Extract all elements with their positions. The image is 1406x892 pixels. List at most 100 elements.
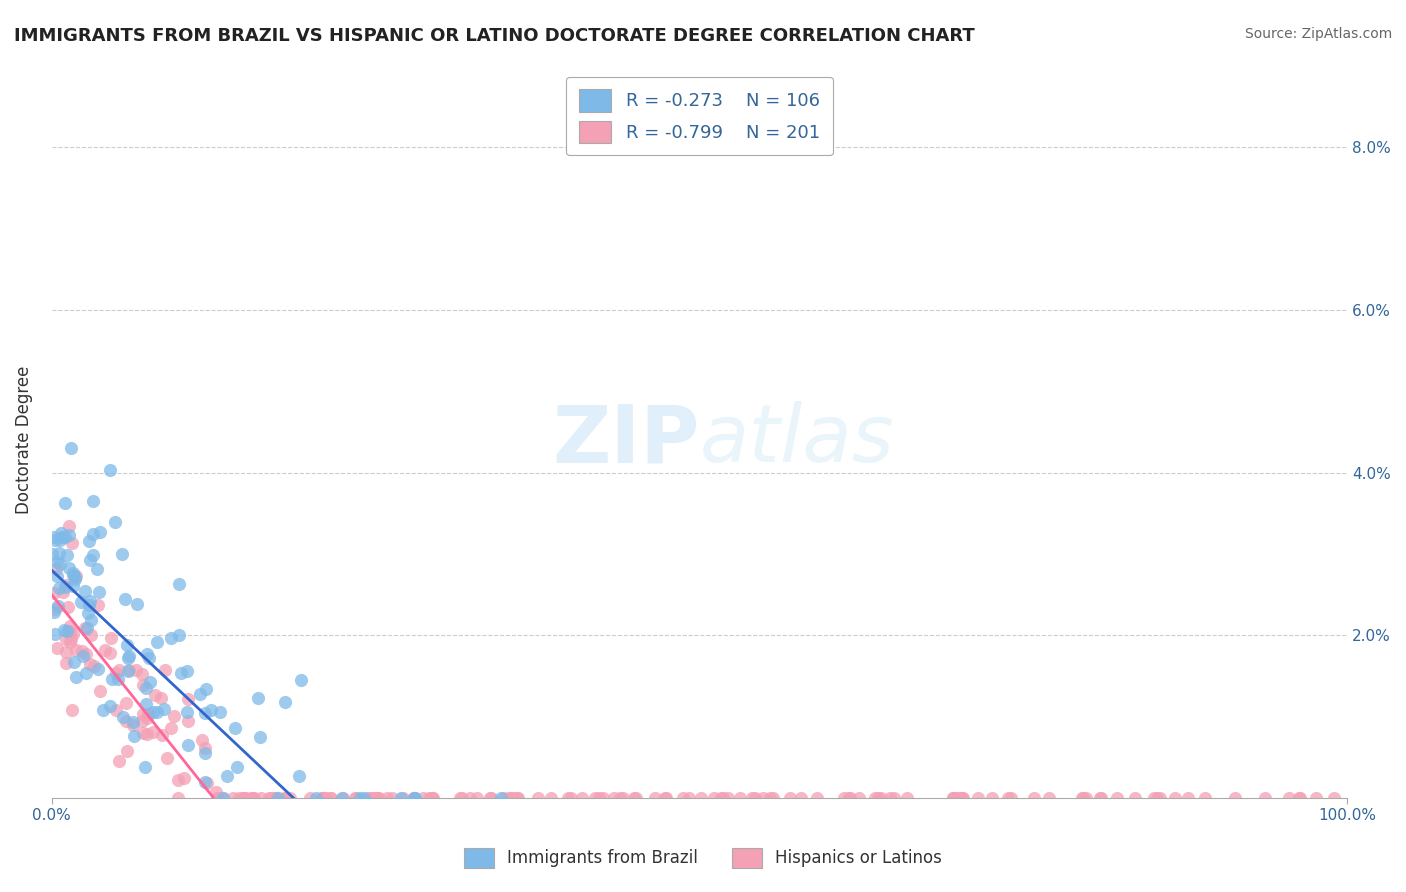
Point <box>264 791 287 805</box>
Point <box>207 791 229 805</box>
Point <box>76 621 98 635</box>
Point <box>111 547 134 561</box>
Point <box>381 791 404 805</box>
Point <box>274 695 297 709</box>
Point <box>257 791 280 805</box>
Point <box>135 697 157 711</box>
Point <box>48 533 70 548</box>
Point <box>131 714 153 728</box>
Point <box>449 791 471 805</box>
Point <box>1288 791 1310 805</box>
Point <box>672 791 695 805</box>
Point <box>623 791 645 805</box>
Point <box>319 791 342 805</box>
Point <box>312 791 335 805</box>
Point <box>260 791 283 805</box>
Point <box>837 791 859 805</box>
Point <box>142 725 165 739</box>
Point <box>312 791 335 805</box>
Point <box>45 569 67 583</box>
Point <box>612 791 634 805</box>
Point <box>391 791 413 805</box>
Point <box>115 744 138 758</box>
Point <box>896 791 918 805</box>
Point <box>690 791 713 805</box>
Point <box>943 791 966 805</box>
Point <box>655 791 678 805</box>
Point <box>58 561 80 575</box>
Point <box>79 657 101 671</box>
Point <box>52 585 75 599</box>
Point <box>1071 791 1094 805</box>
Point <box>194 741 217 756</box>
Point <box>176 664 198 678</box>
Point <box>53 496 76 510</box>
Point <box>311 791 333 805</box>
Point <box>952 791 974 805</box>
Point <box>79 594 101 608</box>
Point <box>866 791 889 805</box>
Point <box>240 791 263 805</box>
Point <box>759 791 782 805</box>
Point <box>246 691 269 706</box>
Point <box>136 648 159 662</box>
Point <box>89 684 111 698</box>
Point <box>125 663 148 677</box>
Point <box>167 791 190 805</box>
Point <box>75 647 97 661</box>
Point <box>225 760 247 774</box>
Point <box>557 791 579 805</box>
Point <box>420 791 443 805</box>
Point <box>1000 791 1022 805</box>
Point <box>879 791 901 805</box>
Point <box>118 649 141 664</box>
Point <box>1253 791 1275 805</box>
Point <box>153 701 176 715</box>
Point <box>44 602 66 616</box>
Point <box>87 598 110 612</box>
Point <box>267 791 290 805</box>
Point <box>264 791 287 805</box>
Point <box>142 706 165 720</box>
Point <box>177 738 200 752</box>
Point <box>127 597 149 611</box>
Point <box>82 548 104 562</box>
Point <box>48 581 70 595</box>
Point <box>176 691 198 706</box>
Point <box>592 791 614 805</box>
Point <box>56 624 79 638</box>
Point <box>717 791 740 805</box>
Point <box>91 703 114 717</box>
Point <box>249 791 271 805</box>
Point <box>150 728 173 742</box>
Point <box>176 705 198 719</box>
Point <box>1194 791 1216 805</box>
Point <box>89 524 111 539</box>
Point <box>571 791 593 805</box>
Point <box>1071 791 1094 805</box>
Point <box>101 672 124 686</box>
Point <box>1164 791 1187 805</box>
Point <box>162 709 184 723</box>
Point <box>105 665 128 680</box>
Point <box>1323 791 1346 805</box>
Point <box>942 791 965 805</box>
Point <box>70 643 93 657</box>
Point <box>346 791 368 805</box>
Point <box>73 583 96 598</box>
Point <box>167 577 190 591</box>
Point <box>207 791 229 805</box>
Point <box>478 791 501 805</box>
Point <box>375 791 398 805</box>
Point <box>132 726 155 740</box>
Point <box>48 546 70 560</box>
Point <box>838 791 860 805</box>
Point <box>1223 791 1246 805</box>
Point <box>1177 791 1199 805</box>
Point <box>117 664 139 678</box>
Point <box>100 646 122 660</box>
Point <box>107 672 129 686</box>
Point <box>451 791 474 805</box>
Point <box>863 791 886 805</box>
Point <box>1149 791 1171 805</box>
